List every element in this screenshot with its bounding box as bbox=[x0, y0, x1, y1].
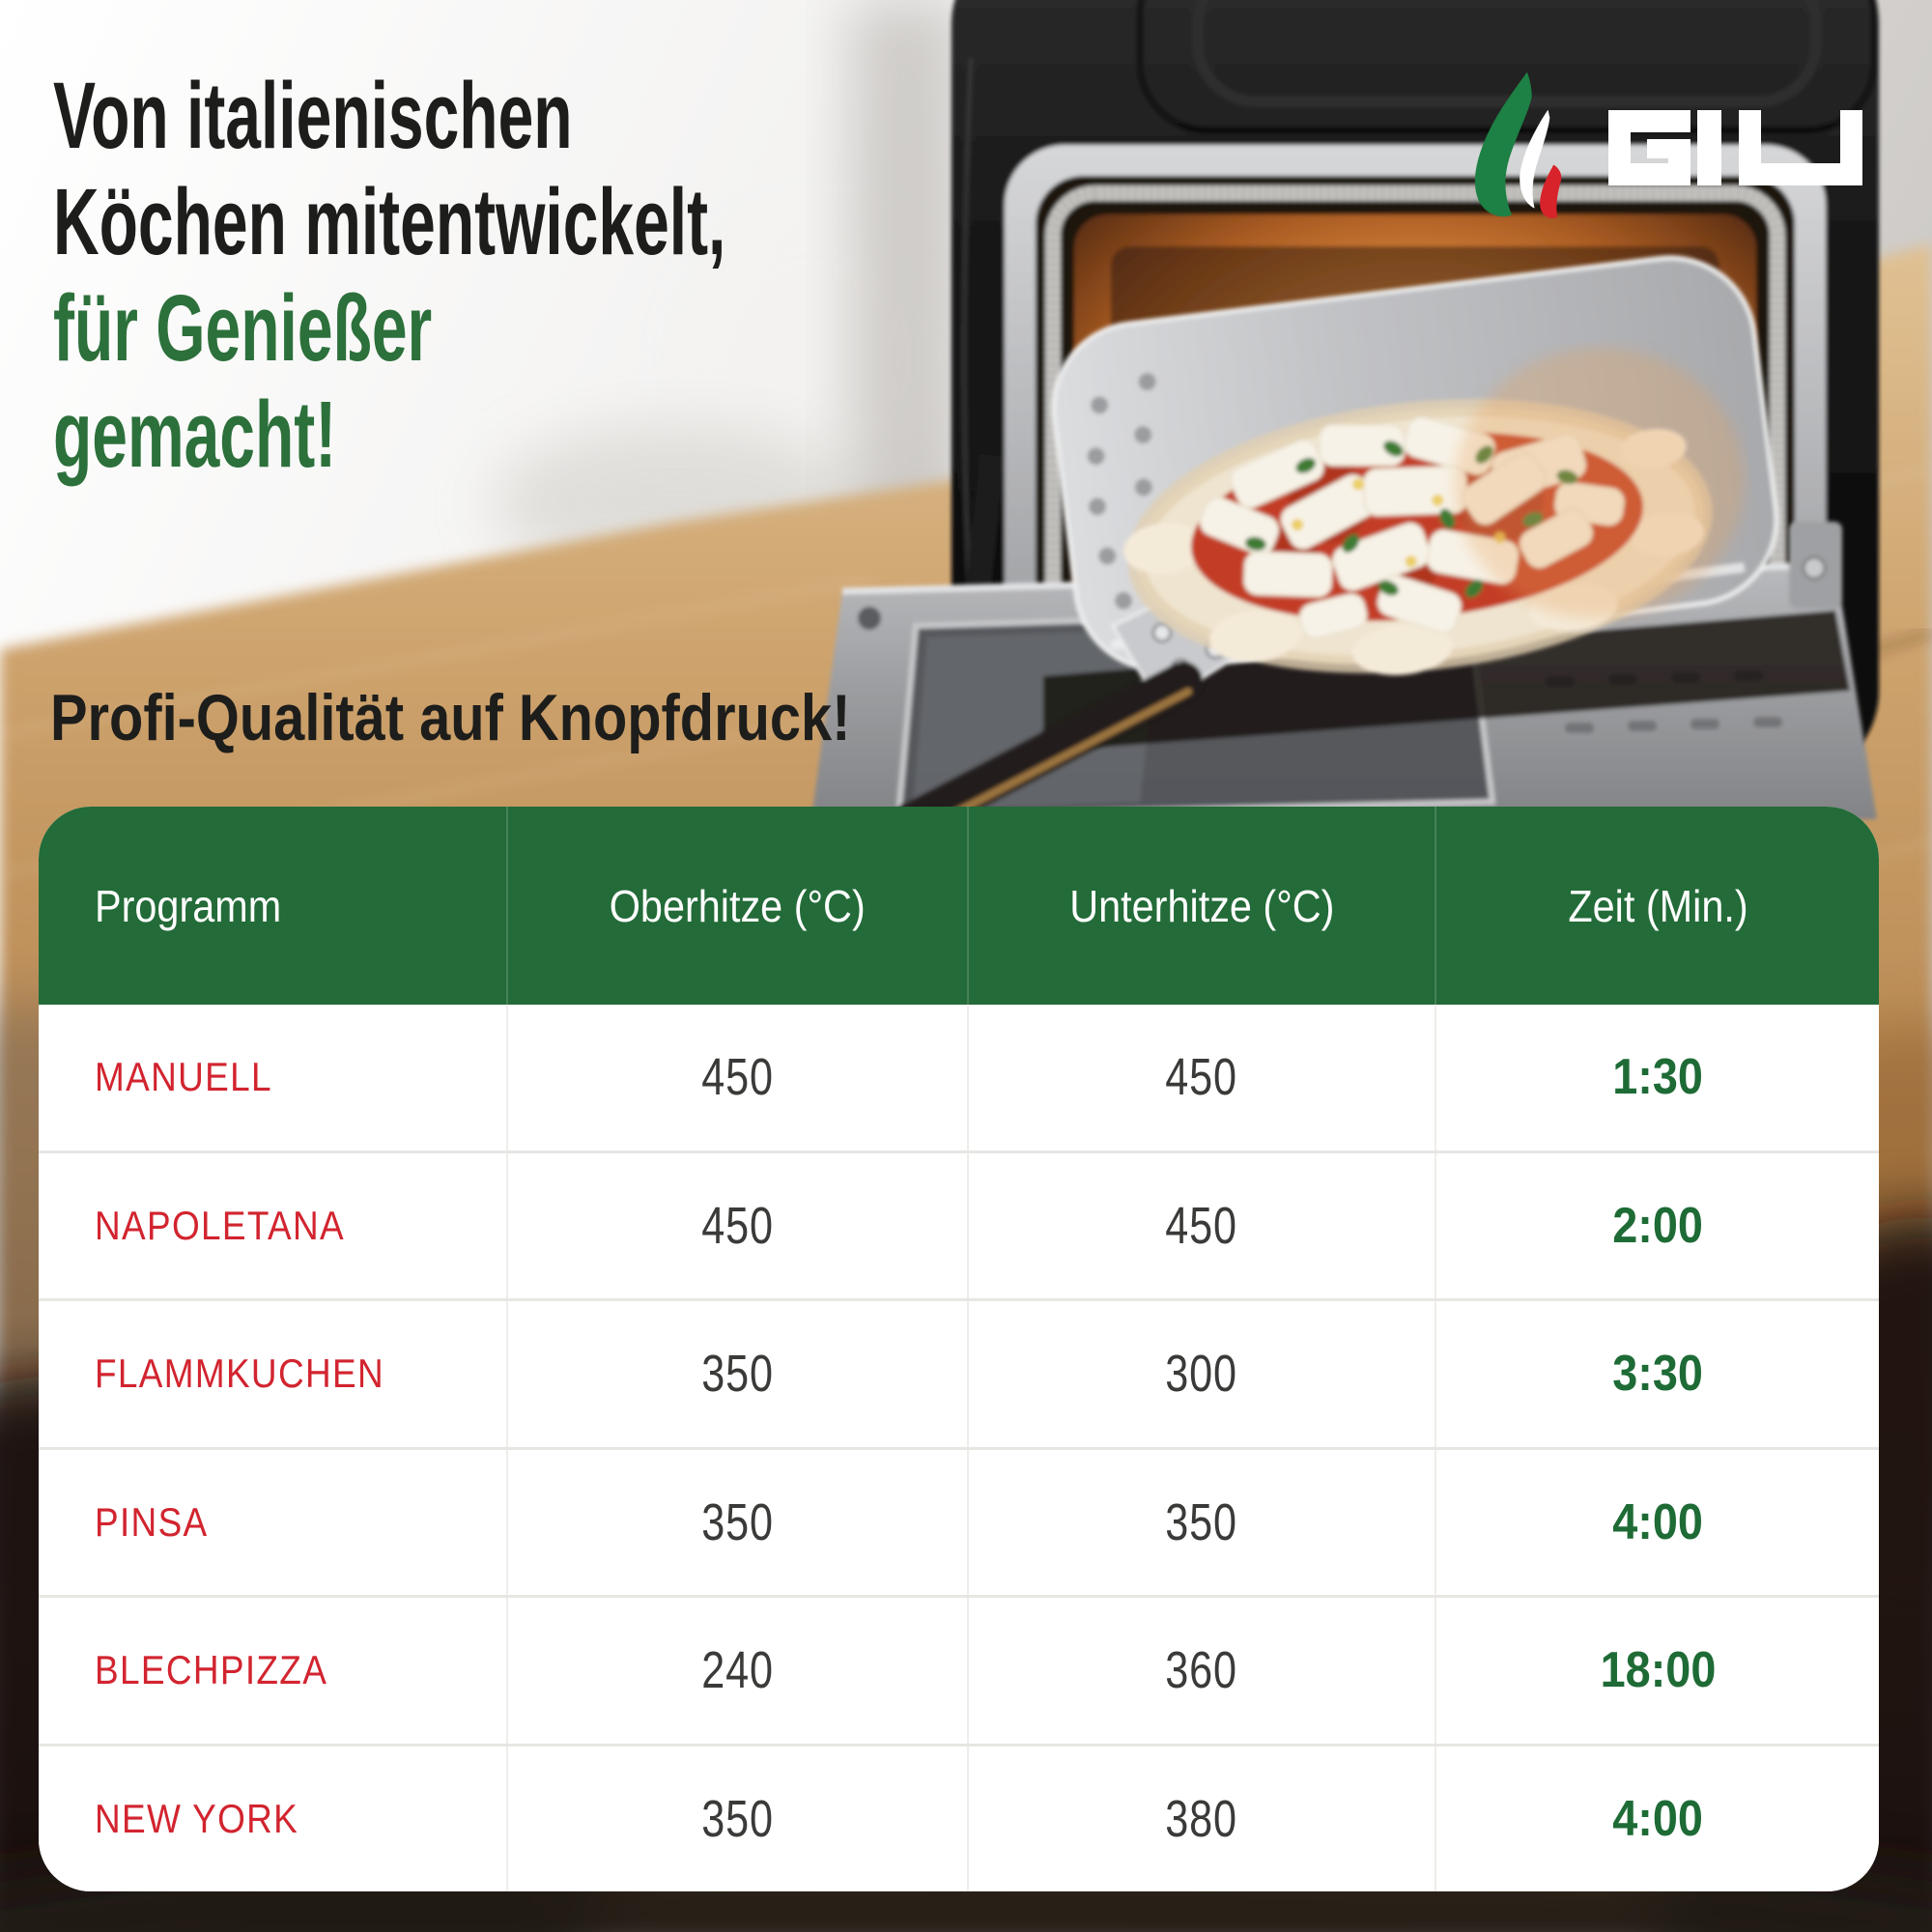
unterhitze-cell: 300 bbox=[967, 1301, 1435, 1447]
headline-line-2: Köchen mitentwickelt, bbox=[53, 169, 726, 274]
column-header-unterhitze: Unterhitze (°C) bbox=[967, 807, 1435, 1005]
table-row: FLAMMKUCHEN 350 300 3:30 bbox=[39, 1298, 1879, 1447]
table-row: MANUELL 450 450 1:30 bbox=[39, 1005, 1879, 1151]
program-cell: FLAMMKUCHEN bbox=[95, 1350, 384, 1397]
headline-line-1: Von italienischen bbox=[53, 63, 573, 168]
zeit-cell: 4:00 bbox=[1435, 1449, 1879, 1595]
unterhitze-cell: 360 bbox=[967, 1598, 1435, 1744]
headline-line-3: für Genießer bbox=[53, 275, 433, 381]
column-header-zeit: Zeit (Min.) bbox=[1435, 807, 1879, 1005]
oberhitze-cell: 350 bbox=[506, 1449, 967, 1595]
unterhitze-cell: 450 bbox=[967, 1152, 1435, 1298]
oberhitze-cell: 240 bbox=[506, 1598, 967, 1744]
table-row: BLECHPIZZA 240 360 18:00 bbox=[39, 1595, 1879, 1744]
unterhitze-cell: 350 bbox=[967, 1449, 1435, 1595]
table-row: PINSA 350 350 4:00 bbox=[39, 1446, 1879, 1595]
flame-icon bbox=[1474, 71, 1562, 218]
table-header-row: Programm Oberhitze (°C) Unterhitze (°C) … bbox=[39, 807, 1879, 1005]
oberhitze-cell: 450 bbox=[506, 1005, 967, 1151]
subheadline: Profi-Qualität auf Knopfdruck! bbox=[50, 681, 851, 754]
table-row: NAPOLETANA 450 450 2:00 bbox=[39, 1150, 1879, 1298]
program-cell: PINSA bbox=[95, 1498, 209, 1545]
zeit-cell: 1:30 bbox=[1435, 1005, 1879, 1151]
zeit-cell: 3:30 bbox=[1435, 1301, 1879, 1447]
column-header-programm: Programm bbox=[95, 880, 282, 931]
oberhitze-cell: 450 bbox=[506, 1152, 967, 1298]
oberhitze-cell: 350 bbox=[506, 1301, 967, 1447]
program-cell: BLECHPIZZA bbox=[95, 1647, 328, 1693]
headline-line-4: gemacht! bbox=[53, 382, 337, 487]
program-cell: NEW YORK bbox=[95, 1795, 299, 1841]
headline: Von italienischen Köchen mitentwickelt, … bbox=[53, 63, 1042, 488]
zeit-cell: 18:00 bbox=[1435, 1598, 1879, 1744]
unterhitze-cell: 380 bbox=[967, 1746, 1435, 1891]
unterhitze-cell: 450 bbox=[967, 1005, 1435, 1151]
zeit-cell: 4:00 bbox=[1435, 1746, 1879, 1891]
program-table: Programm Oberhitze (°C) Unterhitze (°C) … bbox=[39, 807, 1879, 1891]
program-cell: MANUELL bbox=[95, 1054, 272, 1100]
table-row: NEW YORK 350 380 4:00 bbox=[39, 1743, 1879, 1891]
column-header-oberhitze: Oberhitze (°C) bbox=[506, 807, 967, 1005]
program-cell: NAPOLETANA bbox=[95, 1202, 345, 1248]
pizza-illustration bbox=[1123, 348, 1745, 675]
giu-wordmark bbox=[1608, 110, 1862, 185]
oberhitze-cell: 350 bbox=[506, 1746, 967, 1891]
zeit-cell: 2:00 bbox=[1435, 1152, 1879, 1298]
